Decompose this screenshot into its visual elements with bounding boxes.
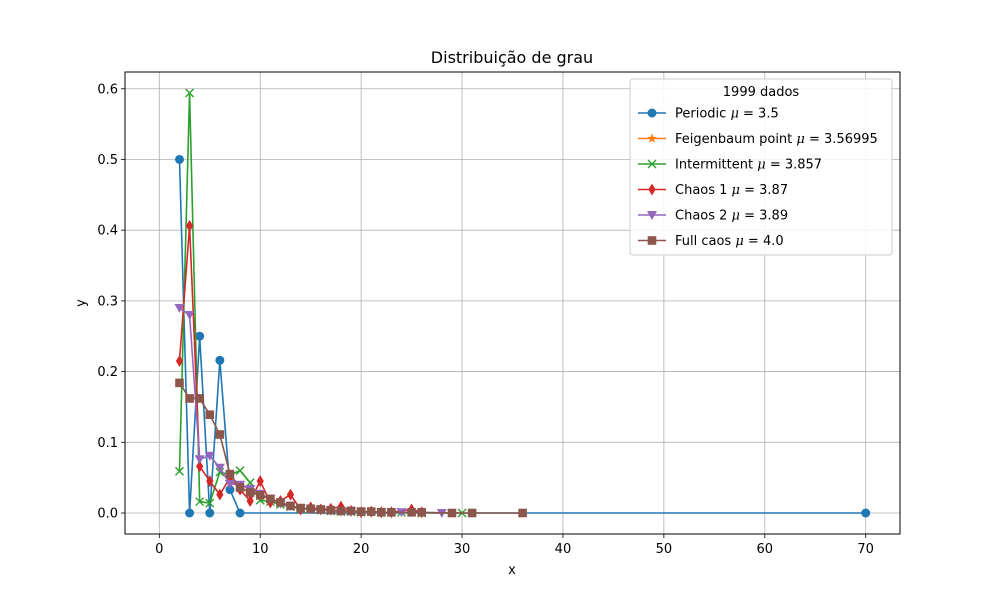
data-point: [194, 455, 205, 465]
data-point: [336, 506, 346, 516]
data-point: [196, 460, 204, 473]
legend-box: [629, 78, 893, 256]
legend-item: Intermittent μ = 3.857: [638, 158, 822, 173]
legend-label: Chaos 2 μ = 3.89: [675, 209, 788, 224]
data-point: [185, 219, 194, 232]
data-point: [235, 508, 245, 518]
data-point: [215, 355, 225, 365]
data-point: [216, 488, 224, 501]
data-point: [245, 488, 255, 497]
legend: 1999 dados Periodic μ = 3.5 Feigenbaum poi…: [629, 78, 893, 256]
data-point: [366, 507, 376, 516]
y-tick-label: 0.3: [97, 294, 118, 309]
legend-item: Chaos 1 μ = 3.87: [638, 183, 788, 198]
legend-marker: [647, 211, 657, 220]
data-point: [205, 498, 215, 508]
x-tick-label: 30: [454, 542, 471, 557]
data-point: [185, 88, 195, 98]
data-point: [447, 508, 457, 518]
legend-title: 1999 dados: [723, 85, 800, 100]
legend-label: Periodic μ = 3.5: [675, 107, 779, 122]
x-tick-label: 70: [857, 542, 874, 557]
y-tick-label: 0.4: [97, 224, 118, 239]
y-tick-label: 0.6: [97, 82, 118, 97]
data-point: [306, 504, 315, 514]
data-point: [377, 507, 386, 517]
data-point: [266, 494, 275, 504]
data-point: [214, 463, 225, 473]
data-point: [174, 466, 184, 476]
x-tick-label: 40: [555, 542, 572, 557]
data-point: [417, 507, 426, 517]
data-point: [387, 507, 396, 517]
y-tick-label: 0.2: [97, 365, 118, 380]
data-point: [174, 303, 185, 313]
x-tick-label: 10: [252, 542, 269, 557]
data-point: [225, 485, 235, 495]
series-layer: [174, 88, 871, 519]
data-point: [296, 503, 305, 513]
y-axis-label: y: [74, 299, 89, 307]
data-point: [407, 507, 416, 517]
x-tick-label: 0: [155, 542, 163, 557]
legend-marker: [647, 236, 657, 245]
data-point: [224, 480, 235, 490]
legend-item: Full caos μ = 4.0: [638, 234, 784, 249]
data-point: [195, 331, 205, 341]
legend-label: Feigenbaum point μ = 3.56995: [675, 132, 878, 147]
data-point: [286, 501, 295, 511]
legend-label: Full caos μ = 4.0: [675, 234, 784, 249]
data-point: [467, 508, 477, 518]
data-point: [185, 394, 194, 403]
data-point: [235, 483, 245, 492]
series-periodic: [174, 154, 871, 518]
data-point: [346, 506, 356, 516]
data-point: [518, 508, 527, 518]
legend-item: Feigenbaum point μ = 3.56995: [638, 132, 878, 147]
data-point: [356, 507, 366, 516]
data-point: [225, 469, 235, 479]
data-point: [205, 410, 215, 420]
y-tick-label: 0.5: [97, 153, 118, 168]
legend-marker: [647, 133, 657, 143]
axis-ticks: 0 10 20 30 40 50 60 70 0.0 0.1 0.2 0.3 0.4 0.5 0.6: [97, 82, 874, 557]
legend-item: Periodic μ = 3.5: [638, 107, 779, 122]
plot-frame: [124, 71, 901, 535]
legend-marker: [647, 108, 657, 118]
legend-item: Chaos 2 μ = 3.89: [638, 209, 788, 224]
data-point: [861, 508, 871, 518]
data-point: [185, 508, 195, 518]
data-point: [276, 498, 285, 507]
series-full-caos: [175, 378, 527, 518]
legend-label: Intermittent μ = 3.857: [675, 158, 822, 173]
data-point: [175, 378, 184, 388]
data-point: [235, 466, 245, 476]
data-point: [195, 394, 204, 403]
data-point: [255, 491, 265, 500]
data-point: [326, 505, 336, 515]
data-point: [195, 497, 205, 507]
data-point: [256, 475, 264, 488]
x-axis-label: x: [508, 563, 516, 578]
data-point: [174, 154, 184, 164]
data-point: [246, 494, 254, 507]
data-point: [206, 475, 214, 488]
legend-label: Chaos 1 μ = 3.87: [675, 183, 788, 198]
data-point: [204, 451, 215, 461]
y-tick-label: 0.1: [97, 436, 118, 451]
x-tick-label: 50: [656, 542, 673, 557]
data-point: [215, 430, 225, 439]
legend-marker: [647, 159, 657, 169]
x-tick-label: 20: [353, 542, 370, 557]
legend-marker: [648, 183, 656, 196]
data-point: [286, 488, 295, 501]
data-point: [205, 508, 215, 518]
data-point: [184, 311, 195, 321]
y-tick-label: 0.0: [97, 507, 118, 522]
data-point: [175, 354, 184, 367]
x-tick-label: 60: [757, 542, 774, 557]
chart-title: Distribuição de grau: [431, 48, 593, 67]
data-point: [316, 505, 326, 514]
